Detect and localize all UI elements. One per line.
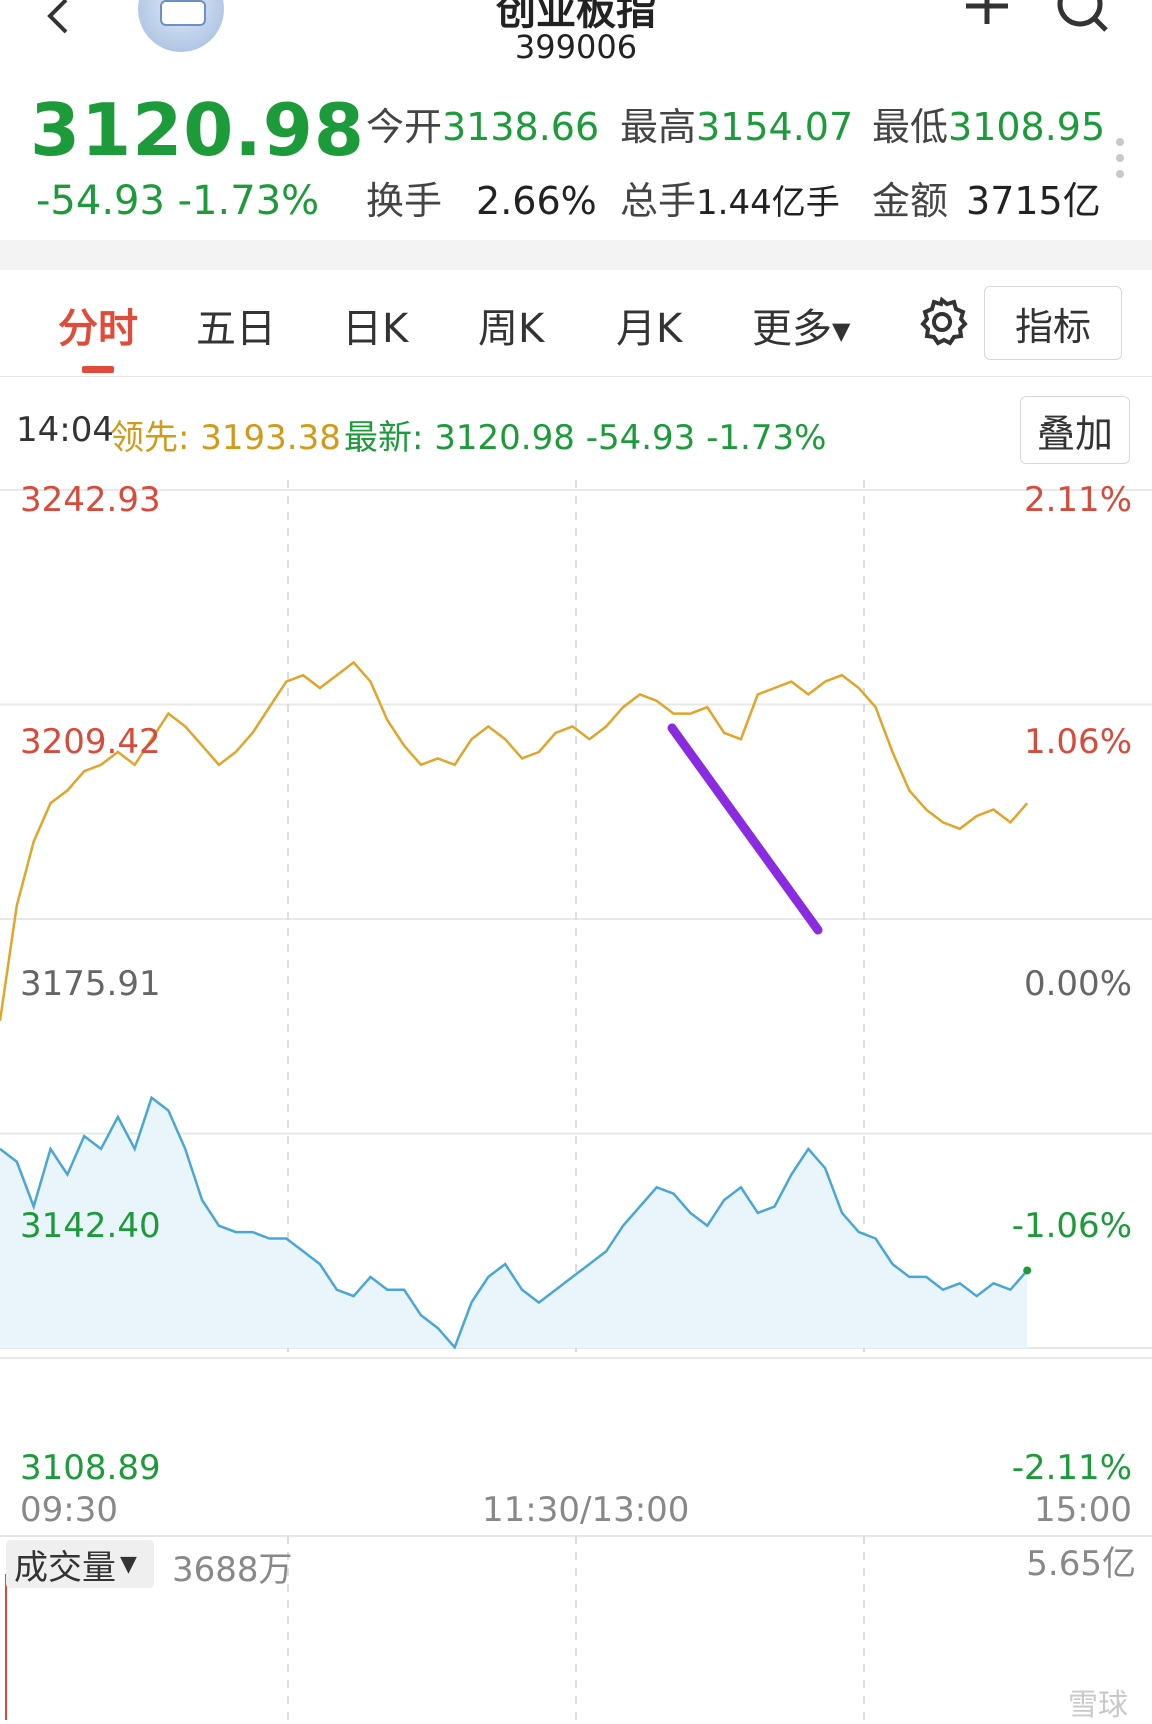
y-label-right: 1.06% (1023, 722, 1132, 762)
stat-label: 最高 (620, 105, 697, 149)
caret-down-icon: ▼ (832, 317, 851, 345)
stat-value: 3154.07 (696, 105, 854, 149)
trend-annotation-line (667, 723, 823, 935)
y-label-left: 3108.89 (20, 1448, 161, 1488)
price-change: -54.93 -1.73% (36, 178, 319, 224)
y-label-right: 2.11% (1023, 480, 1132, 520)
gear-icon[interactable] (914, 294, 970, 350)
tab-daily-k[interactable]: 日K (342, 306, 409, 352)
stat-value: 2.66% (476, 179, 597, 223)
stat-value: 3138.66 (442, 105, 600, 149)
caret-down-icon: ▼ (120, 1551, 137, 1577)
lead-value: 3193.38 (200, 418, 341, 458)
x-tick-open: 09:30 (20, 1490, 118, 1530)
more-vertical-icon[interactable] (1114, 136, 1126, 180)
avatar-face-icon (160, 0, 206, 26)
y-label-left: 3142.40 (20, 1206, 161, 1246)
chart-tabs: 分时 五日 日K 周K 月K 更多▼ 指标 (0, 270, 1152, 377)
watermark: 雪球 (1068, 1688, 1128, 1723)
lead-series-line (0, 660, 1029, 1021)
stat-value: 3108.95 (948, 105, 1106, 149)
y-label-right: -2.11% (1011, 1448, 1132, 1488)
volume-selector-label: 成交量 (14, 1547, 116, 1588)
stat-label: 总手 (620, 179, 697, 223)
top-bar: 创业板指 399006 (0, 0, 1152, 80)
volume-panel (0, 1535, 1152, 1720)
latest-change: -54.93 (585, 418, 696, 458)
price-series-line (0, 1095, 1029, 1350)
tab-five-day[interactable]: 五日 (196, 306, 276, 352)
stat-label: 今开 (366, 105, 443, 149)
latest-readout: 最新: 3120.98 -54.93 -1.73% (344, 410, 826, 459)
latest-value: 3120.98 (434, 418, 575, 458)
stat-label: 最低 (872, 105, 949, 149)
stat-turnover: 换手 2.66% (366, 170, 597, 225)
section-divider (0, 240, 1152, 270)
lead-label: 领先: (110, 418, 190, 458)
latest-label: 最新: (344, 418, 424, 458)
indicator-button[interactable]: 指标 (984, 286, 1122, 360)
tab-monthly-k[interactable]: 月K (616, 306, 683, 352)
volume-max: 5.65亿 (1026, 1544, 1136, 1584)
crosshair-time: 14:04 (16, 410, 114, 450)
y-label-left: 3242.93 (20, 480, 161, 520)
tab-intraday[interactable]: 分时 (58, 306, 138, 352)
latest-percent: -1.73% (706, 418, 827, 458)
stat-volume: 总手1.44亿手 (620, 170, 840, 225)
stat-value: 3715亿 (966, 179, 1101, 223)
y-label-left: 3209.42 (20, 722, 161, 762)
volume-current: 3688万 (172, 1550, 293, 1590)
lead-readout: 领先: 3193.38 (110, 410, 341, 459)
stat-open: 今开3138.66 (366, 96, 599, 151)
tab-more[interactable]: 更多▼ (752, 296, 850, 354)
y-label-right: -1.06% (1011, 1206, 1132, 1246)
change-value: -54.93 (36, 178, 165, 224)
tab-active-indicator (82, 366, 114, 373)
y-label-right: 0.00% (1023, 964, 1132, 1004)
page-title: 创业板指 (496, 0, 656, 34)
stat-label: 换手 (366, 179, 443, 223)
x-tick-midday: 11:30/13:00 (482, 1490, 690, 1530)
current-price: 3120.98 (30, 88, 365, 172)
latest-point-dot (1023, 1266, 1032, 1275)
x-tick-close: 15:00 (1034, 1490, 1132, 1530)
search-icon[interactable] (1052, 0, 1114, 44)
stat-label: 金额 (872, 179, 949, 223)
back-icon[interactable] (34, 0, 84, 44)
stock-code: 399006 (514, 28, 638, 66)
y-label-left: 3175.91 (20, 964, 161, 1004)
volume-selector[interactable]: 成交量 ▼ (6, 1540, 154, 1588)
intraday-chart[interactable]: 3242.93 3209.42 3175.91 3142.40 3108.89 … (0, 480, 1152, 1490)
price-area-fill (0, 1097, 1028, 1348)
stat-value: 1.44亿手 (696, 183, 840, 223)
stat-high: 最高3154.07 (620, 96, 853, 151)
change-percent: -1.73% (177, 178, 320, 224)
stat-amount: 金额 3715亿 (872, 170, 1101, 225)
tab-weekly-k[interactable]: 周K (478, 306, 545, 352)
stat-low: 最低3108.95 (872, 96, 1105, 151)
add-icon[interactable] (958, 0, 1016, 40)
overlay-button[interactable]: 叠加 (1020, 396, 1130, 464)
tab-more-label: 更多 (752, 306, 832, 352)
chart-canvas (0, 480, 1152, 1359)
